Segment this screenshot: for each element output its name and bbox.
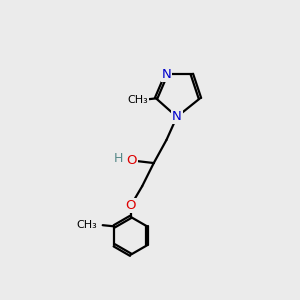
Text: O: O [127, 154, 137, 167]
Text: N: N [162, 68, 171, 81]
Text: CH₃: CH₃ [76, 220, 97, 230]
Text: N: N [172, 110, 182, 123]
Text: H: H [113, 152, 123, 165]
Text: CH₃: CH₃ [127, 94, 148, 104]
Text: O: O [125, 199, 136, 212]
